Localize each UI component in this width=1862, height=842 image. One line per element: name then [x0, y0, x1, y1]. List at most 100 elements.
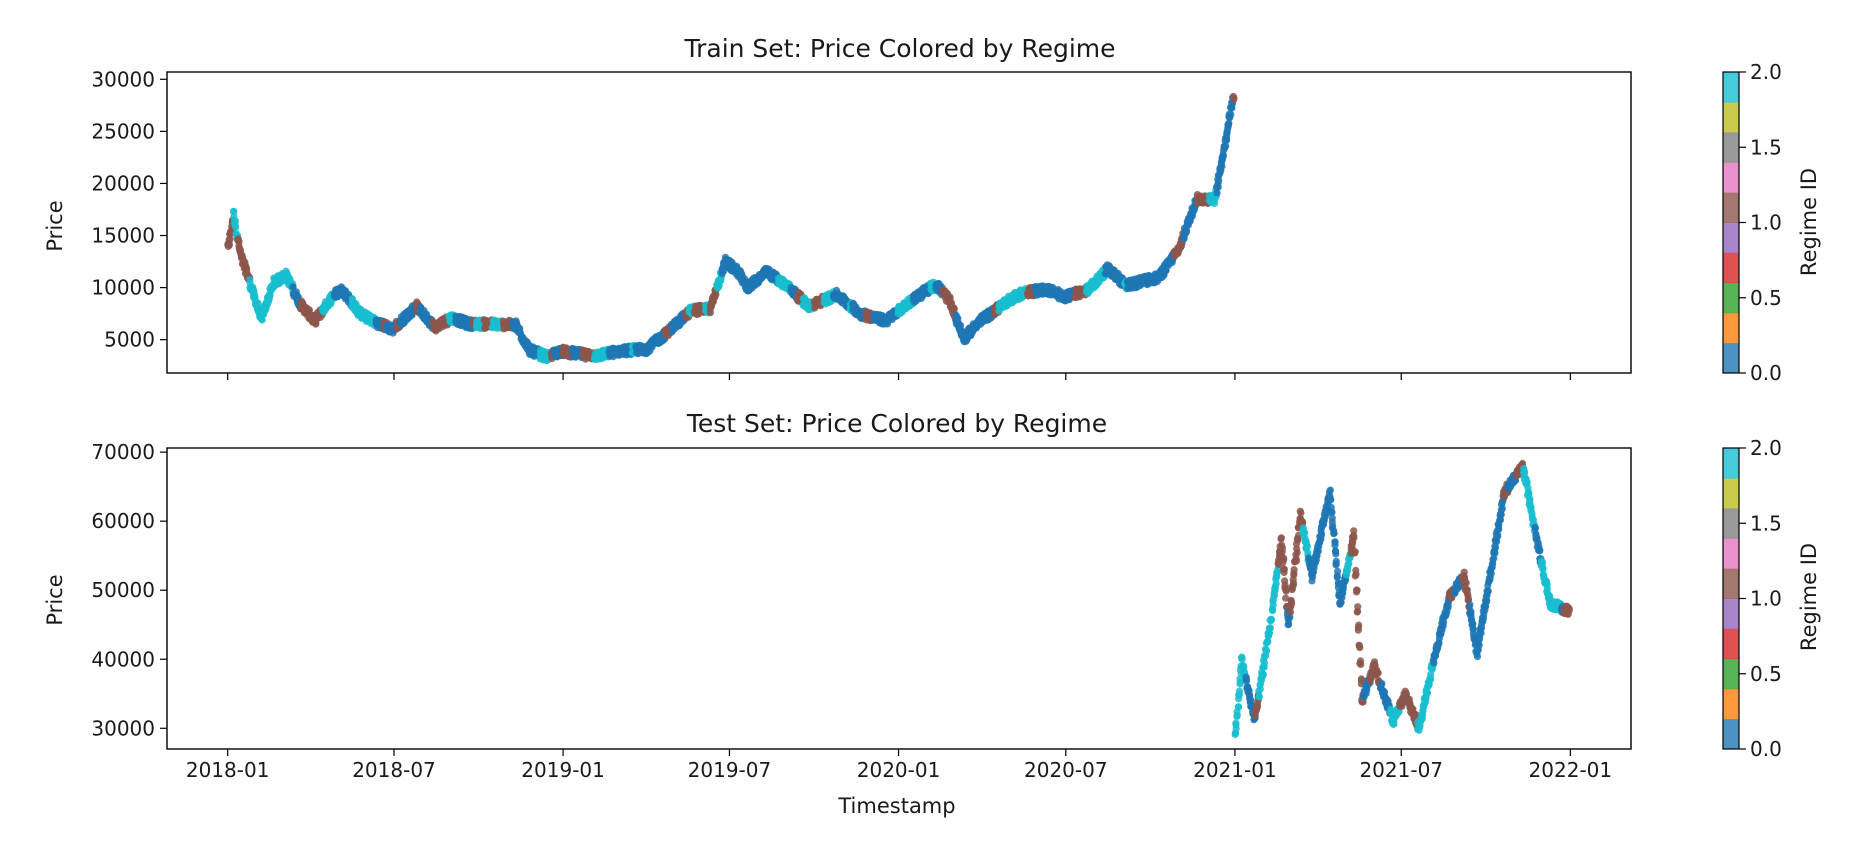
- regime-point: [1528, 509, 1536, 518]
- colorbar-tick-label: 1.0: [1750, 587, 1782, 611]
- regime-point: [1233, 711, 1241, 719]
- regime-point: [1255, 693, 1263, 701]
- regime-point: [1227, 110, 1235, 118]
- colorbar-segment: [1723, 628, 1739, 660]
- y-tick-label: 50000: [91, 578, 155, 602]
- regime-point: [1235, 691, 1243, 699]
- regime-point: [1236, 680, 1244, 688]
- colorbar-segment: [1723, 568, 1739, 599]
- regime-point: [1268, 615, 1276, 624]
- regime-point: [225, 241, 233, 249]
- test-title: Test Set: Price Colored by Regime: [686, 409, 1107, 438]
- train-points: [224, 92, 1238, 365]
- regime-point: [1350, 527, 1358, 535]
- x-tick-label: 2020-07: [1024, 758, 1108, 782]
- y-tick-label: 5000: [104, 328, 155, 352]
- train-colorbar: 0.0 0.5 1.0 1.5 2.0: [1722, 60, 1782, 385]
- regime-point: [1466, 601, 1474, 609]
- y-tick-label: 30000: [91, 716, 155, 740]
- regime-point: [1264, 637, 1272, 646]
- colorbar-segment: [1723, 598, 1739, 629]
- regime-point: [1304, 549, 1312, 557]
- test-points: [1231, 459, 1573, 739]
- regime-point: [1531, 524, 1539, 532]
- regime-point: [1281, 577, 1289, 585]
- regime-point: [1332, 561, 1340, 569]
- regime-point: [1434, 641, 1442, 649]
- colorbar-segment: [1723, 508, 1739, 539]
- regime-point: [1536, 547, 1544, 555]
- colorbar-segment: [1723, 222, 1739, 253]
- regime-point: [1355, 621, 1363, 629]
- regime-point: [1300, 529, 1309, 537]
- regime-point: [1343, 567, 1352, 575]
- regime-point: [1355, 642, 1363, 650]
- regime-point: [1486, 575, 1494, 584]
- regime-point: [1460, 568, 1468, 576]
- colorbar-segment: [1723, 312, 1739, 344]
- y-tick-label: 40000: [91, 647, 155, 671]
- y-tick-label: 15000: [91, 224, 155, 248]
- regime-point: [1331, 547, 1340, 555]
- regime-point: [1285, 614, 1293, 622]
- regime-point: [305, 306, 313, 314]
- test-y-ticks: 30000 40000 50000 60000 70000: [91, 440, 167, 740]
- colorbar-tick-label: 0.0: [1750, 361, 1782, 385]
- regime-point: [1222, 142, 1230, 150]
- regime-point: [1462, 579, 1470, 587]
- regime-point: [1326, 486, 1334, 494]
- regime-point: [1277, 535, 1285, 543]
- regime-point: [1259, 670, 1267, 679]
- regime-point: [1351, 572, 1359, 580]
- regime-point: [246, 276, 254, 284]
- test-plot-frame: [166, 447, 1632, 750]
- regime-point: [254, 299, 262, 307]
- colorbar-segment: [1723, 658, 1739, 690]
- regime-point: [1234, 703, 1242, 711]
- colorbar-tick-label: 2.0: [1750, 436, 1782, 460]
- regime-point: [1352, 566, 1360, 575]
- test-panel: Test Set: Price Colored by Regime Price …: [43, 409, 1821, 818]
- regime-point: [1467, 613, 1475, 621]
- regime-point: [706, 309, 715, 317]
- train-plot-frame: [166, 71, 1632, 374]
- regime-point: [1539, 564, 1547, 572]
- regime-point: [1239, 662, 1247, 670]
- regime-point: [1232, 725, 1240, 733]
- regime-point: [1292, 555, 1300, 563]
- regime-point: [1317, 535, 1325, 543]
- regime-point: [1260, 659, 1269, 667]
- regime-point: [1469, 625, 1477, 633]
- train-panel: Train Set: Price Colored by Regime Price…: [43, 34, 1821, 385]
- regime-point: [1296, 507, 1304, 515]
- regime-point: [1289, 581, 1297, 589]
- regime-point: [1269, 598, 1277, 606]
- colorbar-tick-label: 1.5: [1750, 511, 1782, 535]
- regime-point: [1380, 688, 1388, 696]
- regime-point: [258, 316, 266, 324]
- regime-point: [1238, 653, 1246, 661]
- colorbar-segment: [1723, 538, 1739, 569]
- regime-point: [1351, 548, 1359, 556]
- colorbar-segment: [1723, 448, 1739, 479]
- regime-point: [1318, 530, 1326, 538]
- regime-point: [1262, 647, 1271, 655]
- test-ylabel: Price: [43, 574, 67, 625]
- train-y-ticks: 5000 10000 15000 20000 25000 30000: [91, 67, 167, 352]
- regime-point: [1327, 496, 1335, 504]
- colorbar-segment: [1723, 192, 1739, 223]
- regime-point: [1352, 588, 1361, 596]
- colorbar-tick-label: 0.5: [1750, 286, 1782, 310]
- x-tick-label: 2019-07: [688, 758, 772, 782]
- regime-point: [1477, 624, 1485, 632]
- regime-point: [1440, 618, 1448, 627]
- y-tick-label: 60000: [91, 509, 155, 533]
- test-x-ticks: 2018-01 2018-07 2019-01 2019-07 2020-01 2020-…: [186, 749, 1612, 782]
- colorbar-segment: [1723, 478, 1739, 509]
- colorbar-tick-label: 1.0: [1750, 211, 1782, 235]
- x-tick-label: 2019-01: [521, 758, 605, 782]
- x-tick-label: 2020-01: [857, 758, 941, 782]
- regime-point: [1330, 530, 1338, 538]
- regime-point: [1245, 686, 1253, 695]
- regime-point: [1232, 719, 1240, 727]
